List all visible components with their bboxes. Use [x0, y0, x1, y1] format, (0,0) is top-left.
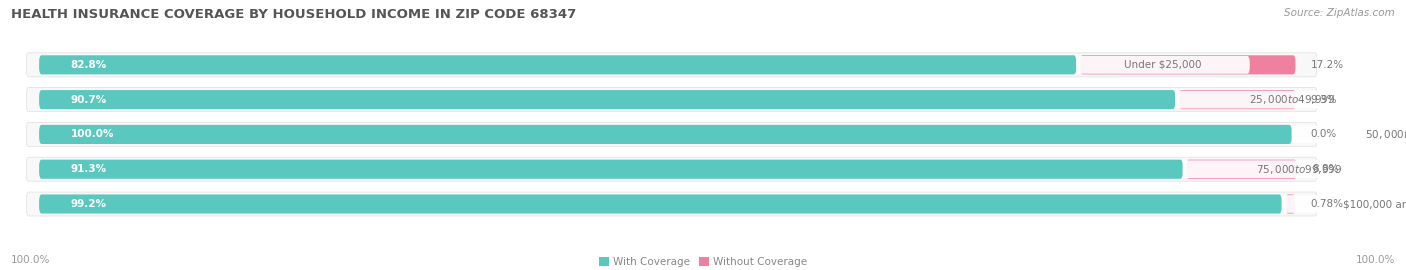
Text: Under $25,000: Under $25,000: [1125, 60, 1202, 70]
FancyBboxPatch shape: [1292, 126, 1406, 143]
FancyBboxPatch shape: [27, 157, 1317, 181]
Text: 0.78%: 0.78%: [1310, 199, 1343, 209]
Text: HEALTH INSURANCE COVERAGE BY HOUSEHOLD INCOME IN ZIP CODE 68347: HEALTH INSURANCE COVERAGE BY HOUSEHOLD I…: [11, 8, 576, 21]
Text: $75,000 to $99,999: $75,000 to $99,999: [1256, 163, 1343, 176]
FancyBboxPatch shape: [39, 125, 1292, 144]
Text: 17.2%: 17.2%: [1310, 60, 1344, 70]
FancyBboxPatch shape: [39, 55, 1076, 75]
Text: 8.8%: 8.8%: [1312, 164, 1339, 174]
Text: Source: ZipAtlas.com: Source: ZipAtlas.com: [1284, 8, 1395, 18]
FancyBboxPatch shape: [1076, 56, 1250, 74]
FancyBboxPatch shape: [1175, 91, 1406, 109]
FancyBboxPatch shape: [27, 122, 1317, 146]
Text: $50,000 to $74,999: $50,000 to $74,999: [1365, 128, 1406, 141]
Text: 99.2%: 99.2%: [70, 199, 107, 209]
Text: $25,000 to $49,999: $25,000 to $49,999: [1249, 93, 1334, 106]
FancyBboxPatch shape: [39, 90, 1175, 109]
FancyBboxPatch shape: [1187, 160, 1296, 179]
Text: 100.0%: 100.0%: [1355, 255, 1395, 265]
FancyBboxPatch shape: [39, 194, 1282, 214]
FancyBboxPatch shape: [1285, 194, 1295, 214]
Text: 9.3%: 9.3%: [1310, 95, 1337, 105]
Text: $100,000 and over: $100,000 and over: [1343, 199, 1406, 209]
Text: 91.3%: 91.3%: [70, 164, 107, 174]
FancyBboxPatch shape: [27, 192, 1317, 216]
Text: 100.0%: 100.0%: [70, 129, 114, 139]
FancyBboxPatch shape: [1080, 55, 1295, 75]
FancyBboxPatch shape: [27, 53, 1317, 77]
Legend: With Coverage, Without Coverage: With Coverage, Without Coverage: [599, 257, 807, 267]
FancyBboxPatch shape: [27, 88, 1317, 112]
Text: 0.0%: 0.0%: [1310, 129, 1337, 139]
Text: 90.7%: 90.7%: [70, 95, 107, 105]
Text: 100.0%: 100.0%: [11, 255, 51, 265]
FancyBboxPatch shape: [1282, 195, 1406, 213]
FancyBboxPatch shape: [39, 160, 1182, 179]
FancyBboxPatch shape: [1182, 160, 1406, 178]
FancyBboxPatch shape: [1180, 90, 1295, 109]
Text: 82.8%: 82.8%: [70, 60, 107, 70]
